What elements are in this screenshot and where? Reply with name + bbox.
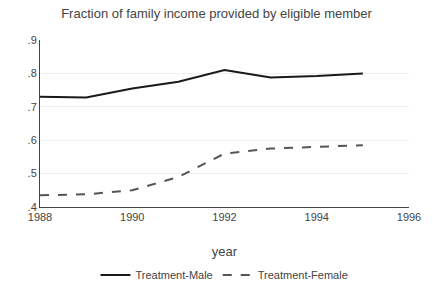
svg-text:1988: 1988: [28, 211, 52, 223]
svg-text:.8: .8: [28, 67, 37, 79]
svg-text:.6: .6: [28, 134, 37, 146]
svg-text:1990: 1990: [120, 211, 144, 223]
svg-text:1996: 1996: [397, 211, 421, 223]
svg-text:.9: .9: [28, 34, 37, 46]
svg-text:Fraction of family income prov: Fraction of family income provided by el…: [61, 6, 372, 21]
svg-text:1994: 1994: [305, 211, 329, 223]
svg-text:Treatment-Male: Treatment-Male: [136, 269, 213, 281]
svg-text:.5: .5: [28, 167, 37, 179]
svg-text:year: year: [212, 244, 238, 259]
svg-text:.4: .4: [28, 201, 37, 213]
svg-text:Treatment-Female: Treatment-Female: [258, 269, 348, 281]
svg-text:1992: 1992: [212, 211, 236, 223]
svg-text:.7: .7: [28, 101, 37, 113]
